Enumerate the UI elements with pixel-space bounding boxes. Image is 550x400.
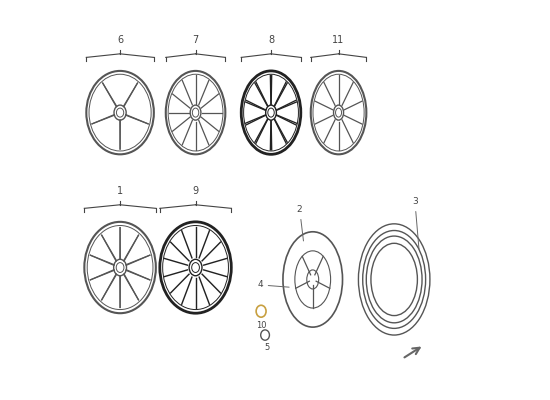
Text: 11: 11 bbox=[332, 35, 345, 45]
Text: 1: 1 bbox=[117, 186, 123, 196]
Text: 10: 10 bbox=[256, 321, 266, 330]
Text: 2: 2 bbox=[297, 205, 304, 241]
Text: 9: 9 bbox=[192, 186, 199, 196]
Text: 6: 6 bbox=[117, 35, 123, 45]
Text: 5: 5 bbox=[265, 343, 270, 352]
Text: 7: 7 bbox=[192, 35, 199, 45]
Text: 8: 8 bbox=[268, 35, 274, 45]
Text: 4: 4 bbox=[257, 280, 289, 289]
Text: 3: 3 bbox=[412, 197, 419, 249]
